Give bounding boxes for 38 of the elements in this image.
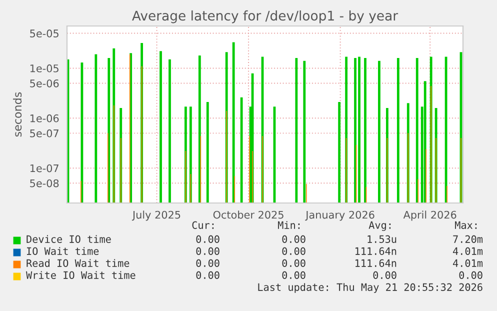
text: 0.00 <box>282 247 306 255</box>
y-tick-label: 1e-05 <box>30 64 58 72</box>
text: 0.00 <box>282 271 306 279</box>
text: 0.00 <box>459 271 482 279</box>
text: 111.64n <box>355 259 396 267</box>
y-tick-label: 1e-06 <box>30 114 59 122</box>
x-tick-label: July 2025 <box>132 210 180 221</box>
text: 0.00 <box>373 271 396 279</box>
text: 0.00 <box>196 271 220 279</box>
legend-label: Device IO time <box>26 235 111 243</box>
x-tick-label: October 2025 <box>213 210 284 219</box>
text: 0.00 <box>196 235 220 243</box>
y-tick-label: 5e-05 <box>30 30 58 38</box>
text: 0.00 <box>282 235 306 243</box>
y-tick-label: 5e-07 <box>30 129 58 138</box>
text: Last update: Thu May 21 20:55:32 2026 <box>258 283 482 293</box>
x-tick-label: January 2026 <box>305 210 374 221</box>
chart-title: Average latency for /dev/loop1 - by year <box>132 10 398 24</box>
text: 0.00 <box>282 259 306 267</box>
text: Min: <box>278 221 300 229</box>
text: Max: <box>455 221 477 229</box>
x-tick-label: April 2026 <box>403 210 456 221</box>
text: 0.00 <box>196 259 220 267</box>
legend-label: Read IO Wait time <box>26 259 130 267</box>
text: 0.00 <box>196 247 220 255</box>
y-axis-title: seconds <box>13 92 22 137</box>
y-tick-label: 5e-08 <box>30 179 59 188</box>
text: 7.20m <box>453 235 483 243</box>
text: 111.64n <box>355 247 396 255</box>
text: 4.01m <box>452 247 483 255</box>
legend-label: Write IO Wait time <box>26 271 136 279</box>
text: Avg: <box>368 221 391 231</box>
text: 1.53u <box>368 235 396 243</box>
text: 4.01m <box>452 259 483 267</box>
text: Cur: <box>192 221 214 229</box>
y-tick-label: 1e-07 <box>30 164 58 172</box>
y-tick-label: 5e-06 <box>30 79 59 88</box>
legend-label: IO Wait time <box>26 247 99 255</box>
